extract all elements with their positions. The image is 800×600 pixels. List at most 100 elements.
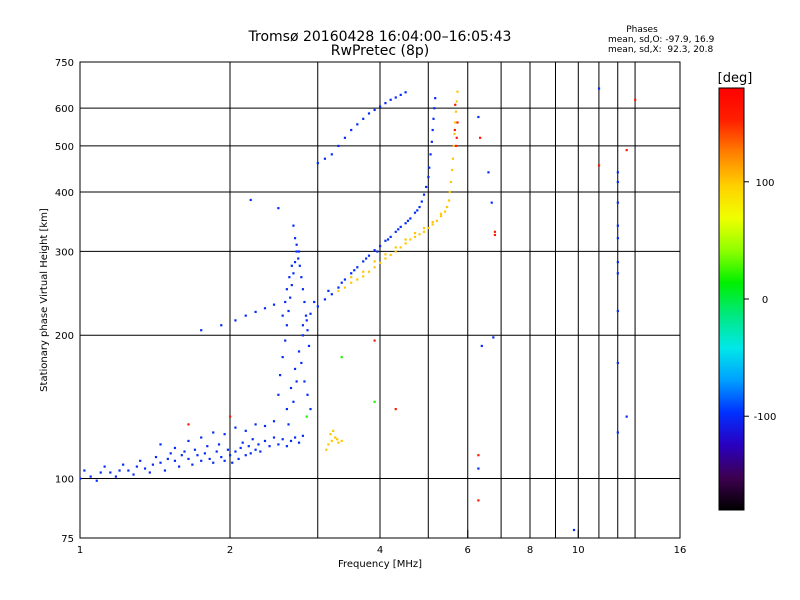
data-point [83,469,86,472]
data-point [443,210,447,213]
data-point [234,426,237,429]
data-point [301,434,305,437]
data-point [597,87,601,90]
data-point [373,266,376,269]
data-point [290,284,293,287]
data-point [336,438,339,441]
data-point [490,201,493,204]
data-point [127,469,130,472]
data-point [329,433,332,436]
data-point [295,250,298,253]
data-point [445,205,449,209]
data-point [428,166,431,169]
data-point [135,465,138,468]
data-point [99,471,102,474]
data-point [247,445,250,448]
data-point [293,367,297,371]
data-point [373,108,376,112]
data-point [305,415,308,418]
data-point [454,121,457,124]
data-point [287,423,290,426]
data-point [309,407,312,411]
data-point [404,91,407,94]
data-point [330,293,333,296]
data-point [303,380,306,383]
data-point [625,148,628,152]
data-point [340,439,343,443]
colorbar-ticks: 100 0 -100 [744,178,776,423]
data-point [281,438,284,441]
data-point [431,128,434,132]
data-point [413,231,417,235]
data-point [132,473,135,476]
data-point [399,93,402,96]
data-point [316,162,319,165]
data-point [154,455,158,459]
data-point [297,250,301,253]
data-point [409,217,412,220]
data-point [180,454,183,457]
data-point [337,286,340,289]
data-point [616,237,619,240]
data-point [413,211,417,214]
data-point [350,128,353,132]
y-tick-label: 400 [55,188,74,199]
data-point [353,269,356,272]
data-point [231,461,234,464]
data-point [284,339,287,342]
data-point [272,436,276,439]
data-point [301,334,305,337]
data-point [223,433,226,436]
data-point [187,423,190,426]
data-point [277,443,280,446]
data-point [340,281,343,284]
data-point [454,144,458,148]
data-point [404,242,407,245]
data-point [389,235,392,238]
data-point [394,246,397,249]
data-point [454,110,458,113]
y-tick-label: 200 [55,331,74,342]
data-point [177,465,181,468]
data-point [323,298,327,301]
x-tick-label: 4 [377,545,383,556]
x-tick-label: 2 [227,545,233,556]
data-point [373,249,376,252]
data-point [254,423,257,426]
y-tick-label: 100 [55,475,74,486]
data-point [118,469,121,472]
data-point [625,415,628,418]
data-point [239,446,242,450]
data-point [313,300,316,304]
data-point [429,153,432,156]
data-point [307,344,311,348]
data-point [409,238,412,241]
stats-line-x: mean, sd,X: 92.3, 20.8 [608,45,714,55]
colorbar [718,87,745,511]
data-point [343,286,347,289]
data-point [394,230,397,233]
data-point [139,459,142,462]
data-point [404,238,407,241]
data-point [389,98,392,101]
data-point [215,450,218,453]
data-point [196,454,199,457]
data-point [249,198,252,202]
data-point [453,128,456,132]
data-point [362,275,365,278]
y-tick-label: 75 [61,534,74,545]
data-point [451,157,455,160]
data-point [451,168,454,172]
data-point [80,477,82,480]
data-point [212,431,215,434]
data-point [285,324,288,327]
data-point [292,400,295,403]
y-tick-label: 500 [55,142,74,153]
data-point [254,448,257,451]
data-point [430,140,433,143]
x-tick-label: 16 [674,545,687,556]
data-point [362,117,365,120]
data-point [493,230,497,233]
data-point [305,319,308,322]
data-point [384,102,387,105]
